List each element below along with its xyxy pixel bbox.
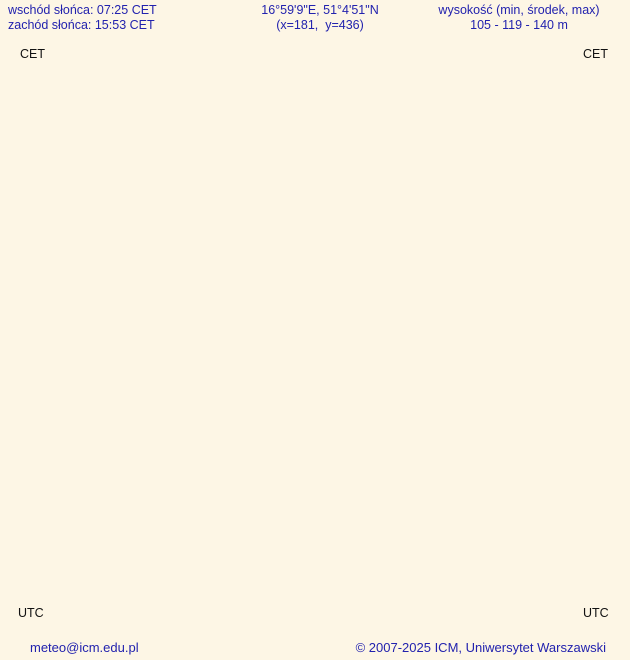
- meteogram-chart: [0, 0, 630, 634]
- grid-point-text: (x=181, y=436): [276, 18, 364, 32]
- cet-label-left: CET: [20, 47, 45, 61]
- header-location: 16°59'9"E, 51°4'51"N (x=181, y=436): [210, 3, 430, 33]
- utc-label-right: UTC: [583, 606, 609, 620]
- altitude-values: 105 - 119 - 140 m: [470, 18, 568, 32]
- header-sun-times: wschód słońca: 07:25 CET zachód słońca: 1…: [8, 3, 157, 33]
- copyright-text: © 2007-2025 ICM, Uniwersytet Warszawski: [355, 640, 606, 655]
- coords-text: 16°59'9"E, 51°4'51"N: [261, 3, 379, 17]
- altitude-title: wysokość (min, środek, max): [438, 3, 600, 17]
- sunrise-text: wschód słońca: 07:25 CET: [8, 3, 157, 17]
- utc-label-left: UTC: [18, 606, 44, 620]
- cet-label-right: CET: [583, 47, 608, 61]
- contact-email-link[interactable]: meteo@icm.edu.pl: [30, 640, 139, 655]
- sunset-text: zachód słońca: 15:53 CET: [8, 18, 155, 32]
- header-altitude: wysokość (min, środek, max) 105 - 119 - 1…: [408, 3, 630, 33]
